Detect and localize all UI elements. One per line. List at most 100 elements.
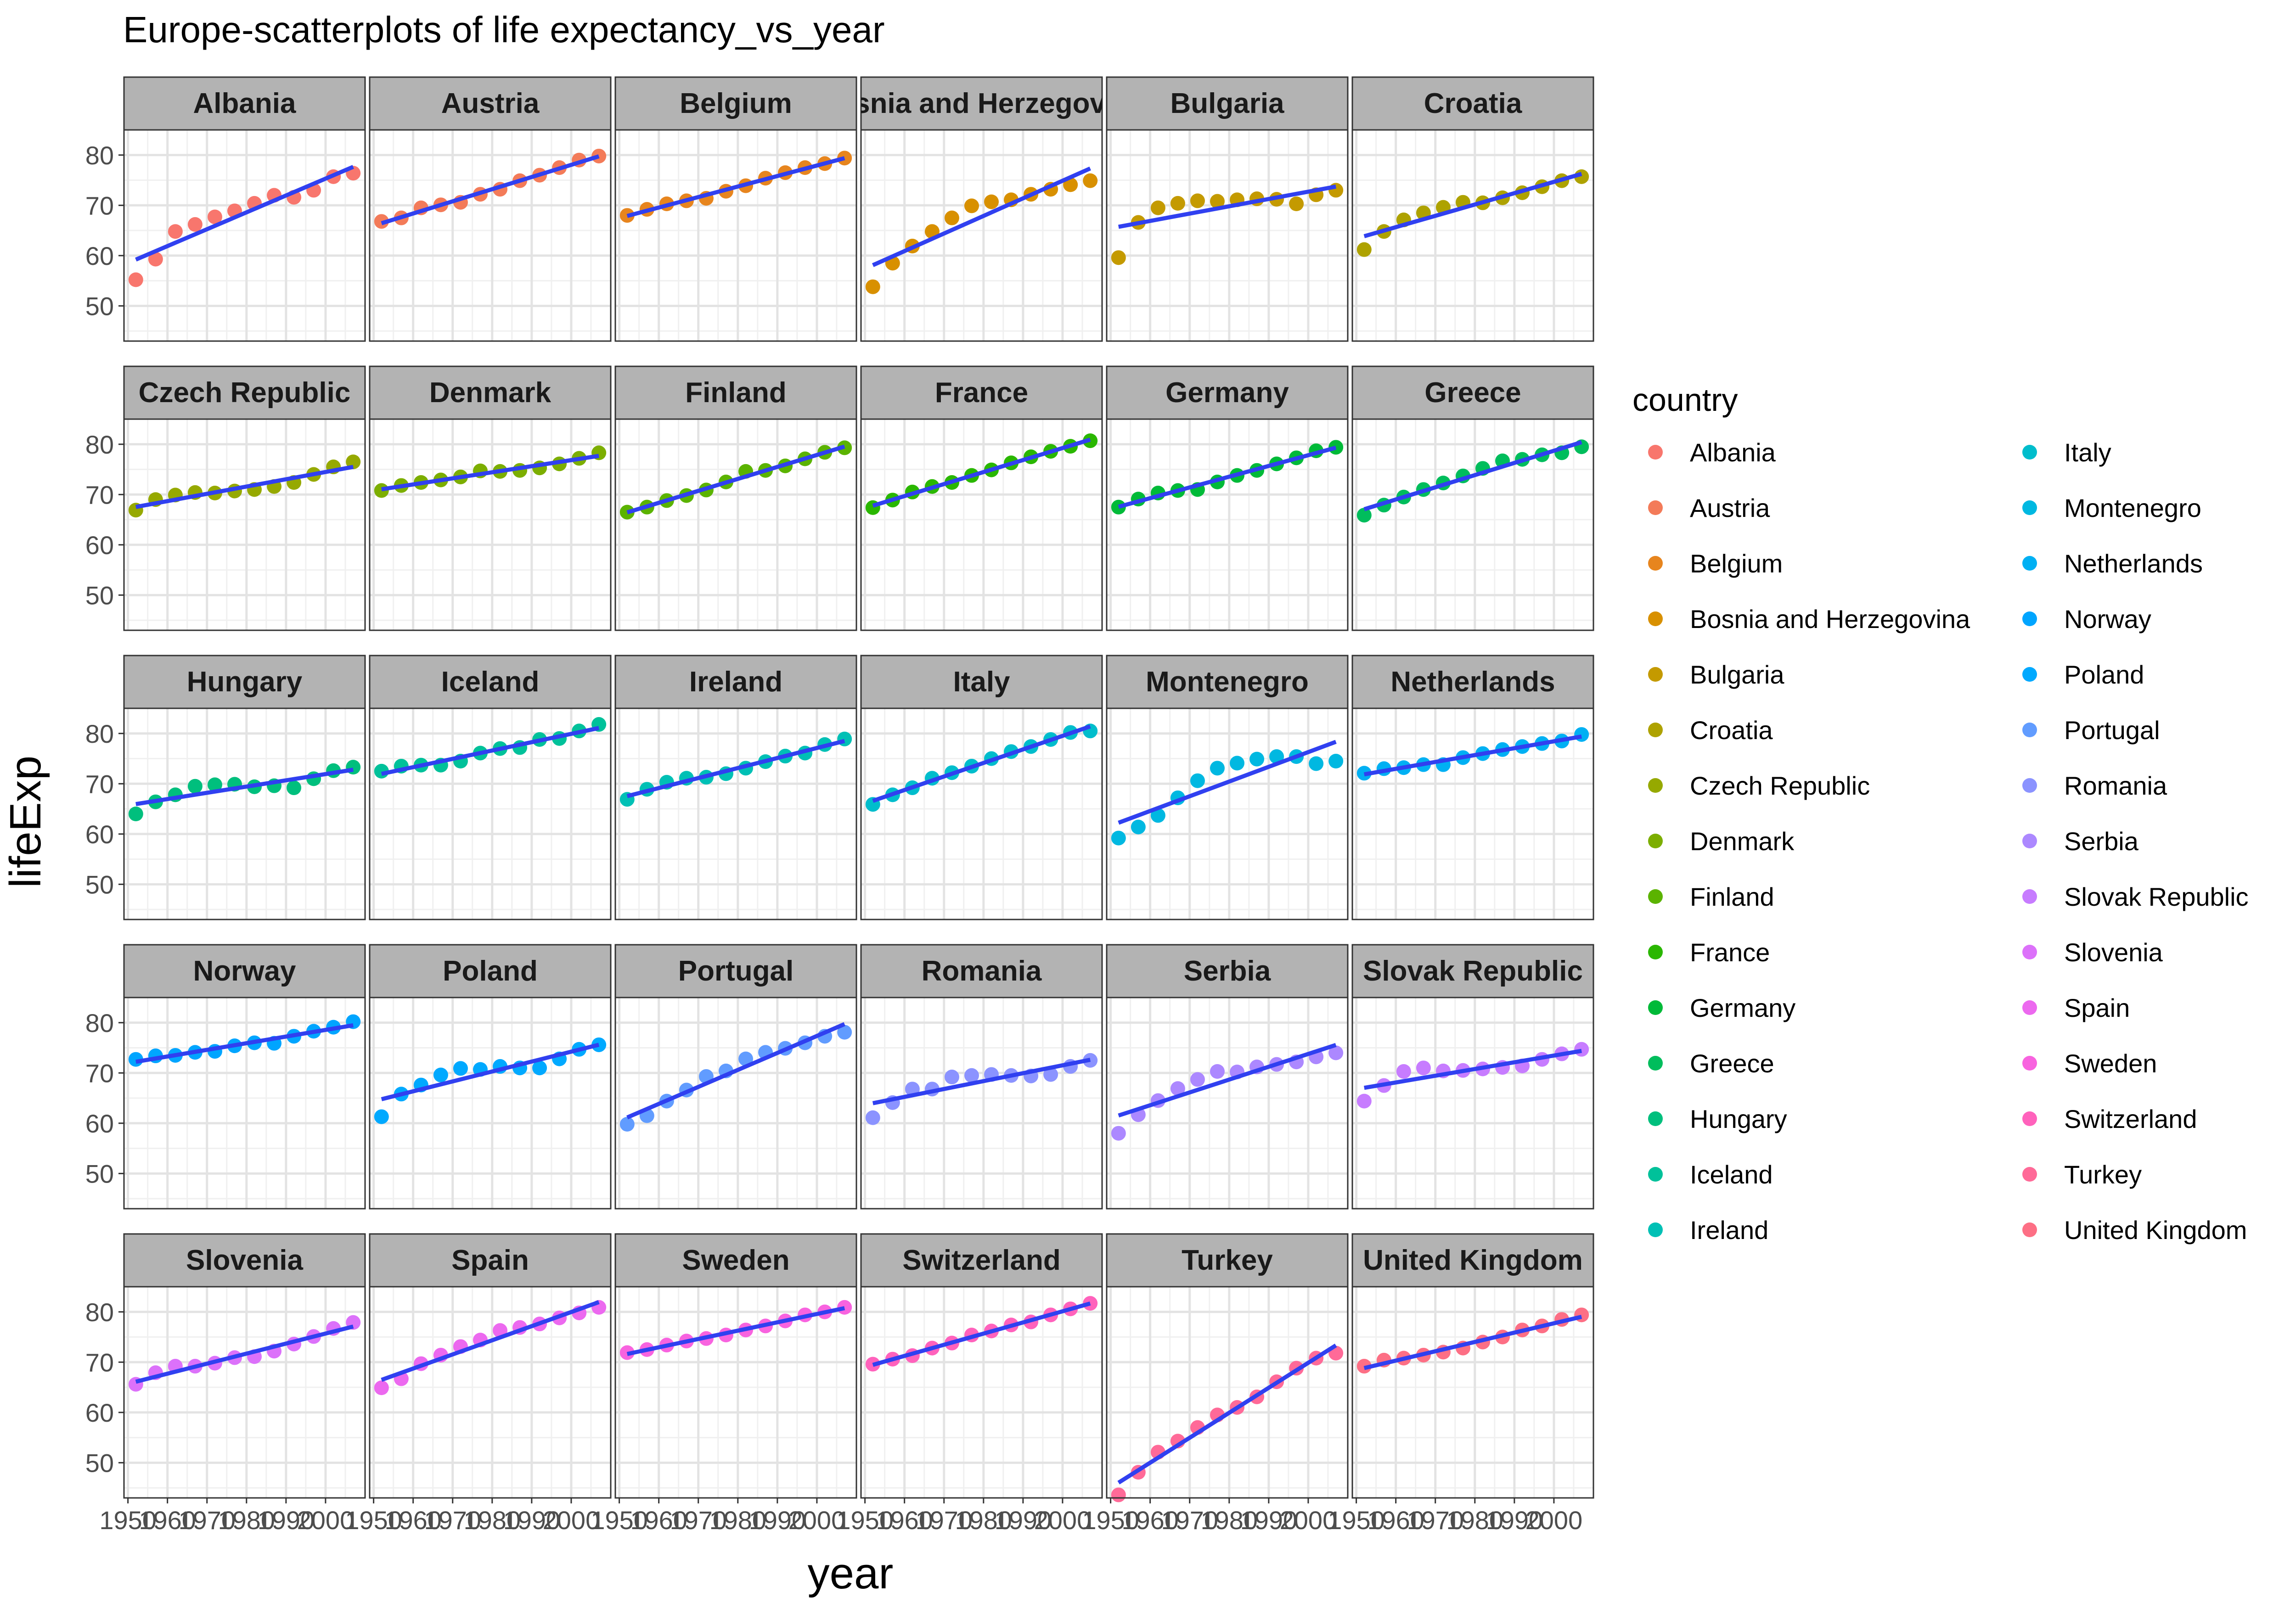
facet-strip-label: Ireland [689, 666, 782, 698]
legend-item: Slovak Republic [2022, 882, 2249, 911]
legend-swatch [2022, 1056, 2037, 1071]
legend-title: country [1632, 382, 1738, 418]
data-point [1309, 756, 1324, 771]
legend-item: Bosnia and Herzegovina [1648, 605, 1970, 634]
x-tick-label: 1970 [1407, 1506, 1464, 1535]
x-tick-label: 1990 [1486, 1506, 1543, 1535]
facet-panel: Croatia [1351, 76, 1594, 342]
legend-item: Hungary [1648, 1104, 1787, 1133]
facet-panel: Slovak Republic [1351, 944, 1594, 1210]
legend-item: Turkey [2022, 1160, 2142, 1189]
x-tick-label: 1990 [258, 1506, 315, 1535]
facet-panel: Bosnia and Herzegovina [816, 76, 1147, 342]
legend-label: Czech Republic [1690, 771, 1870, 800]
data-point [1170, 1081, 1185, 1096]
facet-strip-label: Greece [1424, 377, 1521, 409]
data-point [1249, 751, 1265, 767]
data-point [1328, 1045, 1344, 1060]
facet-panel: Portugal [614, 944, 857, 1210]
panel-border [123, 997, 366, 1210]
panel-border [1351, 418, 1594, 631]
legend-swatch [1648, 611, 1663, 626]
panel-border [1106, 707, 1349, 920]
data-point [168, 224, 183, 239]
x-tick-label: 1960 [876, 1506, 933, 1535]
y-tick-label: 80 [85, 1009, 114, 1037]
facet-strip [369, 944, 612, 998]
data-point [433, 1067, 448, 1082]
data-point [1269, 749, 1284, 764]
facet-strip [369, 365, 612, 420]
x-tick-label: 1950 [836, 1506, 894, 1535]
facet-strip-label: Croatia [1424, 88, 1522, 119]
facet-strip [123, 365, 366, 420]
legend-swatch [1648, 889, 1663, 904]
facet-strip [614, 1233, 857, 1288]
y-tick-label: 50 [85, 1159, 114, 1188]
regression-line [135, 768, 354, 807]
regression-line [626, 1022, 845, 1120]
y-tick-label: 50 [85, 1448, 114, 1477]
regression-line [626, 156, 845, 218]
x-tick-label: 1990 [1240, 1506, 1298, 1535]
facet-panel: Belgium [614, 76, 857, 342]
facet-strip [1351, 1233, 1594, 1288]
data-point [964, 1068, 979, 1083]
legend-swatch [2022, 723, 2037, 737]
facet-strip [860, 1233, 1103, 1288]
facet-panel: France [860, 365, 1103, 631]
y-tick-label: 60 [85, 241, 114, 270]
legend-swatch [1648, 1000, 1663, 1015]
panel-border [860, 418, 1103, 631]
facet-strip [860, 944, 1103, 998]
legend-label: Netherlands [2064, 549, 2203, 578]
y-tick-label: 70 [85, 769, 114, 798]
legend-label: Portugal [2064, 716, 2160, 745]
x-tick-label: 1980 [1446, 1506, 1504, 1535]
panel-background [861, 708, 1102, 919]
legend-item: Belgium [1648, 549, 1783, 578]
legend-swatch [1648, 723, 1663, 737]
data-point [128, 272, 143, 287]
panel-border [1351, 997, 1594, 1210]
data-point [1356, 242, 1372, 257]
facet-strip [1106, 1233, 1349, 1288]
y-tick-label: 60 [85, 820, 114, 849]
legend-item: Italy [2022, 438, 2111, 467]
legend-label: Belgium [1690, 549, 1783, 578]
y-tick-label: 50 [85, 292, 114, 320]
y-tick-label: 70 [85, 191, 114, 220]
panel-border [614, 418, 857, 631]
facet-panel: Romania [860, 944, 1103, 1210]
legend-swatch [2022, 834, 2037, 848]
data-point [964, 198, 979, 213]
facet-strip [123, 76, 366, 131]
data-point [1328, 183, 1344, 198]
regression-line [1117, 1343, 1337, 1485]
data-point [374, 1109, 389, 1124]
panel-background [615, 1287, 856, 1498]
panel-border [123, 1286, 366, 1499]
y-axis-title: lifeExp [1, 756, 50, 888]
facet-strip-label: Czech Republic [139, 377, 351, 409]
legend-label: Turkey [2064, 1160, 2142, 1189]
facet-strip-label: Poland [443, 955, 538, 987]
facet-panel: Czech Republic 50 60 70 80 [85, 365, 366, 631]
x-tick-label: 1950 [1082, 1506, 1139, 1535]
legend-label: Ireland [1690, 1216, 1768, 1245]
x-tick-label: 1960 [139, 1506, 196, 1535]
facet-strip-label: Austria [441, 88, 540, 119]
panel-background [124, 1287, 365, 1498]
legend-label: Italy [2064, 438, 2111, 467]
data-point [837, 1025, 852, 1040]
x-tick-label: 1990 [749, 1506, 806, 1535]
legend-item: Finland [1648, 882, 1774, 911]
x-tick-label: 1970 [670, 1506, 727, 1535]
legend-swatch [1648, 1111, 1663, 1126]
data-point [207, 209, 222, 224]
data-point [1574, 1042, 1589, 1057]
facet-strip-label: Bosnia and Herzegovina [816, 88, 1147, 119]
